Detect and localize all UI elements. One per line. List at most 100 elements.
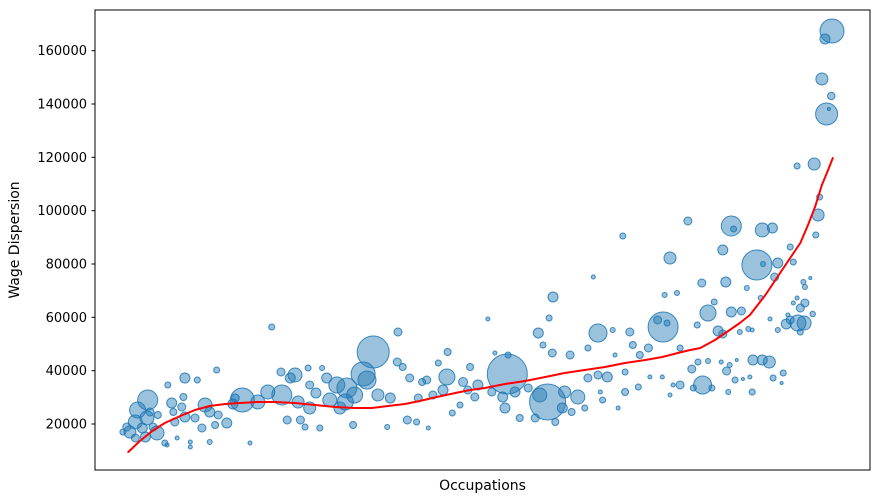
bubble-data-point: [748, 388, 756, 396]
bubble-data-point: [213, 410, 223, 420]
bubble-data-point: [643, 343, 653, 353]
bubble-data-point: [747, 354, 759, 366]
bubble-data-point: [523, 383, 533, 393]
bubble-data-point: [718, 359, 724, 365]
bubble-data-point: [565, 350, 575, 360]
bubble-data-point: [800, 298, 810, 308]
bubble-data-point: [583, 373, 593, 383]
bubble-data-point: [398, 363, 407, 371]
bubble-data-point: [422, 375, 432, 385]
plot-border: [94, 9, 871, 471]
bubble-data-point: [197, 423, 207, 433]
bubble-data-point: [789, 258, 797, 266]
bubble-data-point: [675, 380, 685, 390]
bubble-data-point: [621, 368, 629, 376]
y-tick-label: 80000: [46, 258, 87, 273]
bubble-data-point: [736, 329, 743, 335]
bubble-data-point: [187, 439, 193, 445]
bubble-data-point: [663, 251, 677, 265]
bubble-data-point: [621, 388, 630, 396]
bubble-data-point: [221, 417, 233, 429]
bubble-data-point: [515, 414, 524, 422]
bubble-data-point: [612, 352, 618, 358]
bubble-data-point: [807, 157, 821, 171]
bubble-data-point: [722, 366, 732, 376]
bubble-data-point: [699, 304, 717, 322]
bubble-data-point: [581, 404, 589, 412]
bubble-data-point: [164, 381, 172, 389]
bubble-data-point: [567, 408, 576, 416]
bubble-data-point: [136, 422, 148, 434]
bubble-data-point: [193, 376, 201, 384]
bubble-data-point: [760, 261, 766, 267]
bubble-data-point: [647, 311, 679, 343]
bubble-data-point: [726, 362, 733, 368]
bubble-data-point: [736, 306, 746, 316]
bubble-data-point: [740, 377, 745, 381]
bubble-data-point: [504, 351, 512, 359]
bubble-data-point: [206, 439, 213, 445]
bubble-data-point: [725, 306, 737, 318]
bubble-data-point: [609, 327, 616, 333]
bubble-data-point: [663, 319, 671, 327]
bubble-data-point: [590, 274, 596, 280]
bubble-data-point: [619, 232, 627, 240]
bubble-data-point: [190, 413, 200, 423]
bubble-data-point: [551, 418, 560, 426]
bubble-data-point: [130, 433, 140, 443]
y-tick-label: 140000: [37, 98, 87, 113]
y-tick-label: 120000: [37, 151, 87, 166]
bubble-data-point: [827, 91, 836, 101]
bubble-data-point: [393, 327, 403, 337]
bubble-data-point: [558, 385, 572, 399]
bubble-data-point: [384, 424, 391, 430]
bubble-data-point: [815, 102, 839, 126]
bubble-data-point: [749, 327, 755, 333]
bubble-data-point: [653, 315, 663, 325]
bubble-data-point: [720, 276, 732, 288]
bubble-data-point: [529, 383, 567, 421]
bubble-data-point: [584, 344, 592, 352]
bubble-data-point: [693, 321, 701, 329]
bubble-data-point: [532, 327, 544, 339]
bubble-data-point: [819, 18, 845, 44]
bubble-data-point: [456, 401, 464, 409]
bubble-data-point: [826, 107, 831, 111]
bubble-data-point: [767, 316, 773, 322]
bubble-data-point: [710, 298, 718, 306]
bubble-data-point: [599, 396, 607, 404]
y-axis-label: Wage Dispersion: [7, 181, 23, 299]
bubble-data-point: [615, 405, 621, 411]
bubble-data-point: [304, 364, 312, 372]
bubble-data-point: [204, 406, 216, 418]
bubble-data-point: [809, 310, 816, 318]
bubble-data-point: [762, 355, 776, 369]
bubble-data-point: [458, 377, 469, 387]
bubble-data-point: [730, 225, 738, 233]
bubble-data-point: [179, 372, 191, 384]
bubble-data-point: [405, 373, 415, 383]
bubble-data-point: [597, 389, 603, 395]
bubbles-group: [119, 18, 845, 450]
bubble-data-point: [499, 402, 511, 414]
bubble-data-point: [547, 291, 559, 303]
bubble-data-point: [356, 335, 390, 369]
bubble-data-point: [179, 393, 188, 401]
bubble-data-point: [174, 435, 180, 441]
bubble-data-point: [392, 357, 402, 367]
bubble-data-point: [177, 402, 187, 412]
bubble-data-point: [413, 418, 421, 426]
bubble-data-point: [687, 364, 697, 374]
bubble-data-point: [230, 393, 240, 403]
bubble-data-point: [812, 231, 820, 239]
bubble-data-point: [485, 316, 491, 322]
x-axis-label: Occupations: [439, 478, 526, 494]
bubble-data-point: [434, 359, 442, 367]
bubble-data-point: [295, 415, 305, 425]
bubble-data-point: [487, 387, 497, 397]
bubble-data-point: [717, 244, 729, 256]
bubble-data-point: [774, 327, 781, 333]
bubble-data-point: [794, 295, 800, 301]
bubble-data-point: [815, 72, 829, 86]
